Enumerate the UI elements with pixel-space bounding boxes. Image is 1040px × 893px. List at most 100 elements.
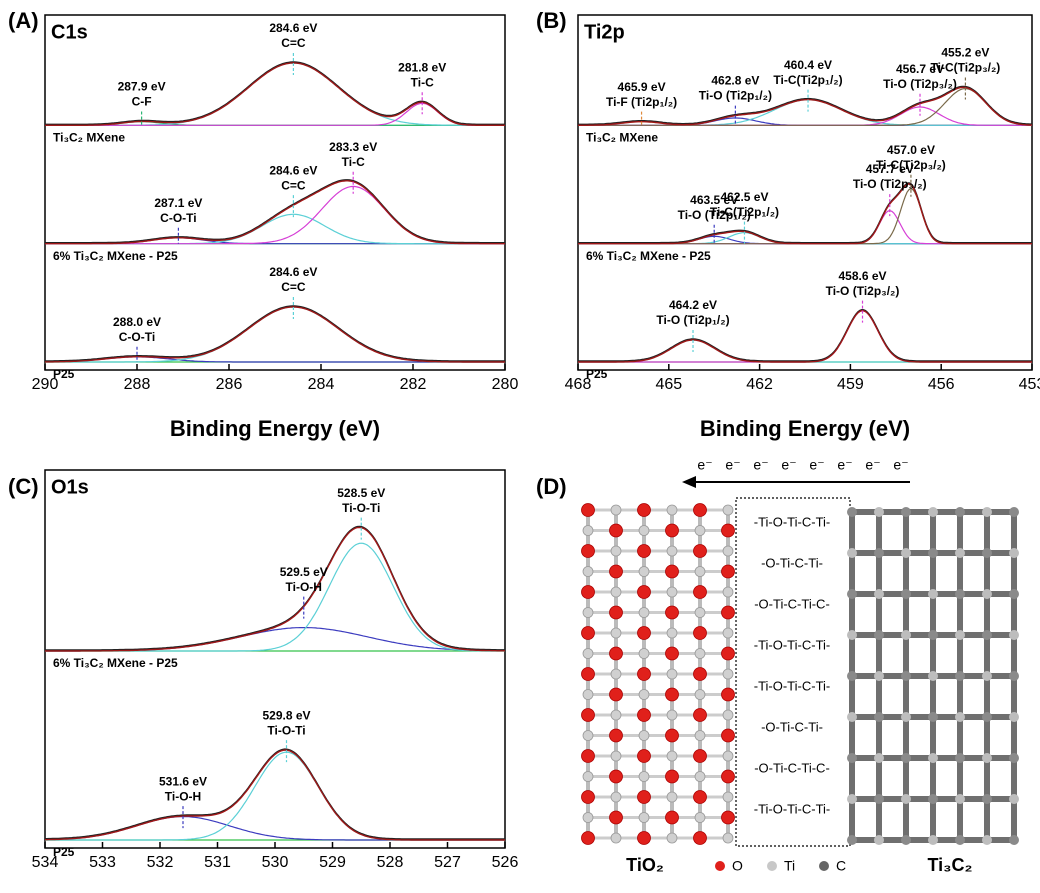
electron: e⁻ bbox=[725, 457, 740, 473]
lattice-node bbox=[928, 548, 938, 558]
oxygen-atom bbox=[638, 668, 651, 681]
lattice-node bbox=[901, 548, 911, 558]
lattice-node bbox=[928, 671, 938, 681]
oxygen-atom bbox=[694, 791, 707, 804]
oxygen-atom bbox=[694, 832, 707, 845]
interface-chain: -O-Ti-C-Ti-C- bbox=[754, 760, 830, 775]
titanium-atom bbox=[723, 833, 733, 843]
lattice-node bbox=[955, 548, 965, 558]
lattice-node bbox=[901, 835, 911, 845]
titanium-atom bbox=[723, 710, 733, 720]
oxygen-atom bbox=[666, 565, 679, 578]
lattice-node bbox=[874, 753, 884, 763]
peak-energy: 281.8 eV bbox=[398, 60, 446, 74]
x-tick-label: 532 bbox=[147, 854, 174, 871]
fit-component bbox=[45, 817, 505, 840]
peak-energy: 287.1 eV bbox=[154, 196, 202, 210]
peak-assignment: Ti-C(Ti2p₃/₂) bbox=[876, 158, 946, 172]
legend-label: C bbox=[836, 858, 846, 874]
oxygen-atom bbox=[582, 709, 595, 722]
lattice-node bbox=[847, 630, 857, 640]
raw-spectrum bbox=[578, 310, 1032, 361]
fit-component bbox=[45, 543, 505, 651]
titanium-atom bbox=[639, 813, 649, 823]
titanium-atom bbox=[723, 669, 733, 679]
lattice-node bbox=[901, 712, 911, 722]
oxygen-atom bbox=[610, 729, 623, 742]
fit-component bbox=[578, 211, 1032, 244]
lattice-node bbox=[982, 794, 992, 804]
lattice-node bbox=[982, 712, 992, 722]
interface-box bbox=[736, 498, 850, 846]
x-tick-label: 526 bbox=[492, 854, 519, 871]
oxygen-atom bbox=[638, 545, 651, 558]
titanium-atom bbox=[611, 505, 621, 515]
oxygen-atom bbox=[638, 504, 651, 517]
oxygen-atom bbox=[666, 647, 679, 660]
lattice-node bbox=[928, 630, 938, 640]
peak-energy: 284.6 eV bbox=[269, 21, 317, 35]
lattice-node bbox=[1009, 712, 1019, 722]
oxygen-atom bbox=[666, 770, 679, 783]
x-tick-label: 530 bbox=[262, 854, 289, 871]
raw-spectrum bbox=[45, 526, 505, 650]
lattice-node bbox=[901, 794, 911, 804]
peak-energy: 457.0 eV bbox=[887, 143, 935, 157]
x-tick-label: 462 bbox=[746, 376, 773, 393]
titanium-atom bbox=[695, 649, 705, 659]
oxygen-atom bbox=[694, 709, 707, 722]
lattice-node bbox=[1009, 671, 1019, 681]
interface-chain: -Ti-O-Ti-C-Ti- bbox=[754, 801, 831, 816]
x-tick-label: 456 bbox=[928, 376, 955, 393]
titanium-atom bbox=[723, 505, 733, 515]
oxygen-atom bbox=[694, 668, 707, 681]
lattice-node bbox=[928, 589, 938, 599]
peak-assignment: Ti-C(Ti2p₃/₂) bbox=[931, 61, 1001, 75]
legend-swatch bbox=[819, 861, 829, 871]
peak-assignment: Ti-O (Ti2p₁/₂) bbox=[656, 313, 729, 327]
titanium-atom bbox=[695, 608, 705, 618]
lattice-node bbox=[982, 671, 992, 681]
legend-label: Ti bbox=[784, 858, 795, 874]
titanium-atom bbox=[583, 526, 593, 536]
peak-assignment: Ti-C(Ti2p₁/₂) bbox=[710, 205, 779, 219]
titanium-atom bbox=[667, 587, 677, 597]
lattice-node bbox=[982, 753, 992, 763]
lattice-node bbox=[847, 753, 857, 763]
titanium-atom bbox=[667, 792, 677, 802]
oxygen-atom bbox=[638, 709, 651, 722]
fit-component bbox=[45, 214, 505, 243]
peak-energy: 529.8 eV bbox=[262, 708, 310, 722]
fit-component bbox=[578, 311, 1032, 362]
lattice-node bbox=[1009, 794, 1019, 804]
lattice-node bbox=[955, 507, 965, 517]
fit-component bbox=[45, 103, 505, 125]
titanium-atom bbox=[667, 546, 677, 556]
titanium-atom bbox=[611, 792, 621, 802]
lattice-node bbox=[874, 507, 884, 517]
lattice-node bbox=[901, 630, 911, 640]
oxygen-atom bbox=[638, 750, 651, 763]
oxygen-atom bbox=[610, 647, 623, 660]
lattice-node bbox=[847, 712, 857, 722]
phase-label: Ti₃C₂ bbox=[928, 855, 973, 875]
titanium-atom bbox=[723, 792, 733, 802]
panel-label: (A) bbox=[8, 8, 39, 33]
interface-chain: -O-Ti-C-Ti- bbox=[761, 719, 823, 734]
titanium-atom bbox=[723, 587, 733, 597]
oxygen-atom bbox=[722, 811, 735, 824]
electron: e⁻ bbox=[865, 457, 880, 473]
oxygen-atom bbox=[722, 606, 735, 619]
lattice-node bbox=[955, 835, 965, 845]
legend-label: O bbox=[732, 858, 743, 874]
x-tick-label: 282 bbox=[400, 376, 427, 393]
titanium-atom bbox=[611, 751, 621, 761]
electron: e⁻ bbox=[781, 457, 796, 473]
peak-assignment: C-O-Ti bbox=[160, 211, 196, 225]
sample-label: P25 bbox=[53, 367, 75, 381]
lattice-node bbox=[847, 589, 857, 599]
peak-energy: 462.8 eV bbox=[711, 74, 759, 88]
core-level: C1s bbox=[51, 21, 88, 43]
lattice-node bbox=[955, 712, 965, 722]
lattice-node bbox=[982, 548, 992, 558]
